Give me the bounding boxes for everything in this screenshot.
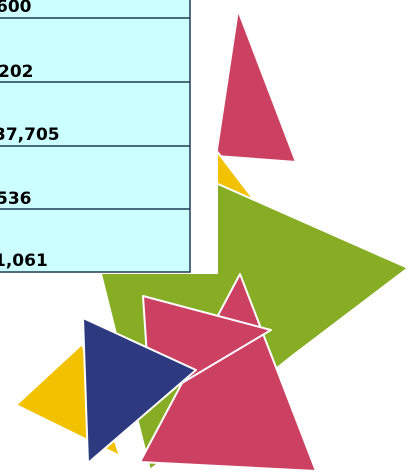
screen: 600 202 37,705 536 1,061: [0, 0, 409, 473]
cell-value: 600: [0, 0, 32, 17]
cell-value: 202: [0, 62, 34, 82]
page: {"table": {"cells": ["600", "202", "37,7…: [0, 0, 409, 473]
cell-value: 37,705: [0, 125, 60, 145]
cell-value: 536: [0, 189, 32, 209]
triangle: [216, 10, 296, 162]
cell-value: 1,061: [0, 251, 48, 271]
table: 600 202 37,705 536 1,061: [0, 0, 190, 272]
